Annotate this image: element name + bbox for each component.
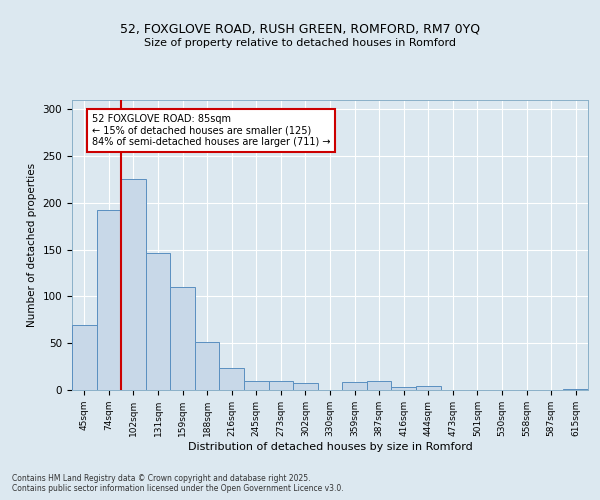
Bar xyxy=(72,324,97,390)
Text: 52 FOXGLOVE ROAD: 85sqm
← 15% of detached houses are smaller (125)
84% of semi-d: 52 FOXGLOVE ROAD: 85sqm ← 15% of detache… xyxy=(92,114,330,147)
Bar xyxy=(244,380,269,390)
Text: Contains HM Land Registry data © Crown copyright and database right 2025.: Contains HM Land Registry data © Crown c… xyxy=(12,474,311,483)
Bar xyxy=(121,178,146,390)
Bar xyxy=(146,254,170,390)
Bar xyxy=(342,382,367,390)
X-axis label: Distribution of detached houses by size in Romford: Distribution of detached houses by size … xyxy=(188,442,472,452)
Bar xyxy=(367,380,391,390)
Bar xyxy=(170,287,195,390)
Text: 52, FOXGLOVE ROAD, RUSH GREEN, ROMFORD, RM7 0YQ: 52, FOXGLOVE ROAD, RUSH GREEN, ROMFORD, … xyxy=(120,22,480,36)
Bar xyxy=(195,342,220,390)
Bar xyxy=(220,368,244,390)
Bar xyxy=(563,389,588,390)
Bar xyxy=(269,380,293,390)
Bar xyxy=(293,382,318,390)
Text: Size of property relative to detached houses in Romford: Size of property relative to detached ho… xyxy=(144,38,456,48)
Text: Contains public sector information licensed under the Open Government Licence v3: Contains public sector information licen… xyxy=(12,484,344,493)
Bar xyxy=(391,387,416,390)
Bar xyxy=(416,386,440,390)
Y-axis label: Number of detached properties: Number of detached properties xyxy=(27,163,37,327)
Bar xyxy=(97,210,121,390)
